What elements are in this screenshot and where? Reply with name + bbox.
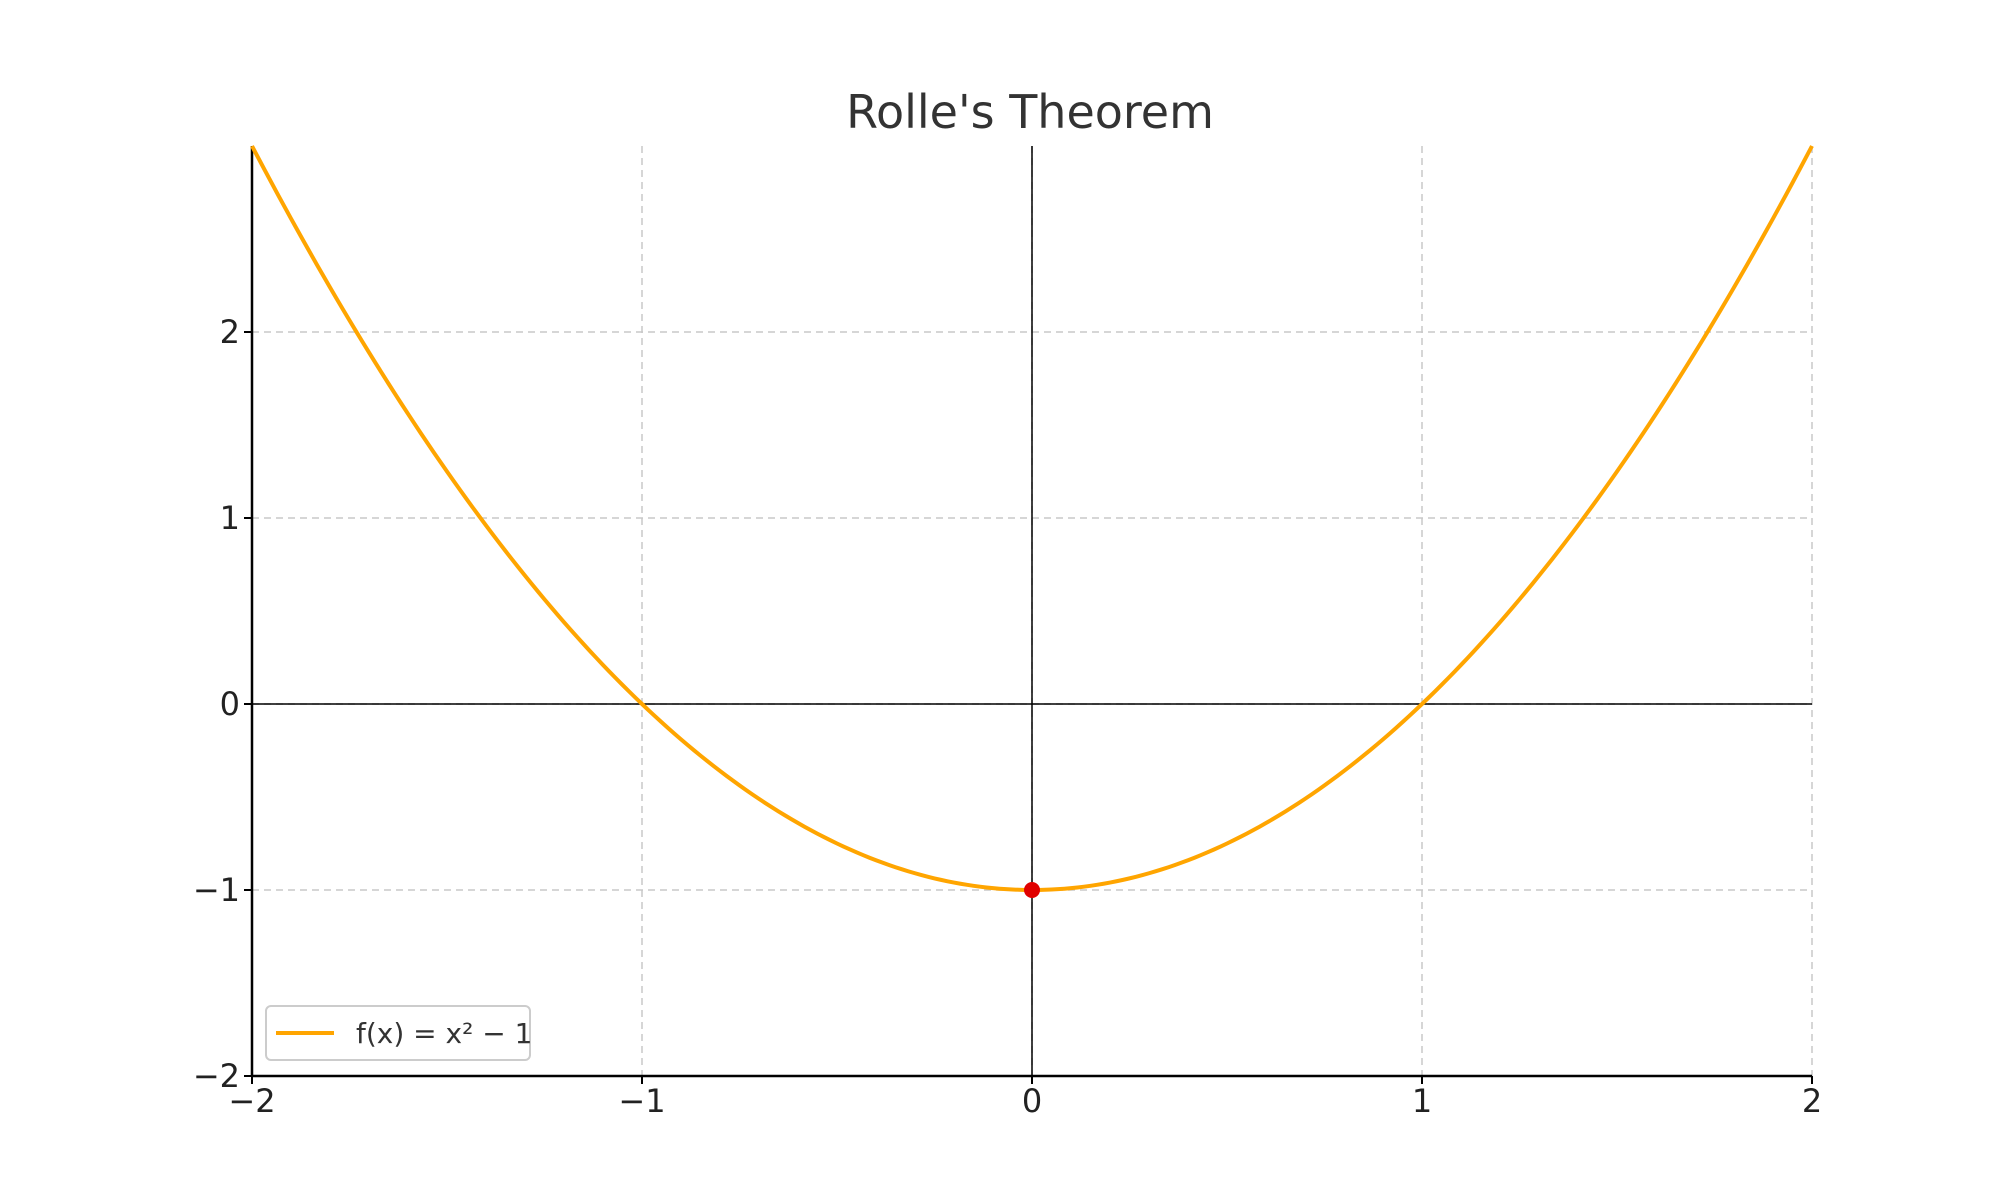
chart-title: Rolle's Theorem [846,85,1214,139]
x-tick-label: 2 [1802,1082,1822,1120]
y-axis-ticks: −2 −1 0 1 2 [193,313,252,1095]
y-tick-label: −1 [193,871,240,909]
reference-lines [252,146,1812,1076]
x-tick-label: 1 [1412,1082,1432,1120]
x-axis-ticks: −2 −1 0 1 2 [228,1076,1822,1120]
legend-label: f(x) = x² − 1 [356,1017,532,1050]
legend: f(x) = x² − 1 [265,1005,532,1061]
x-tick-label: −2 [228,1082,275,1120]
legend-box [265,1005,531,1061]
x-tick-label: −1 [618,1082,665,1120]
y-tick-label: 2 [220,313,240,351]
data-point [1024,882,1040,898]
y-tick-label: −2 [193,1057,240,1095]
x-tick-label: 0 [1022,1082,1042,1120]
points-layer [1024,882,1040,898]
y-tick-label: 0 [220,685,240,723]
y-tick-label: 1 [220,499,240,537]
